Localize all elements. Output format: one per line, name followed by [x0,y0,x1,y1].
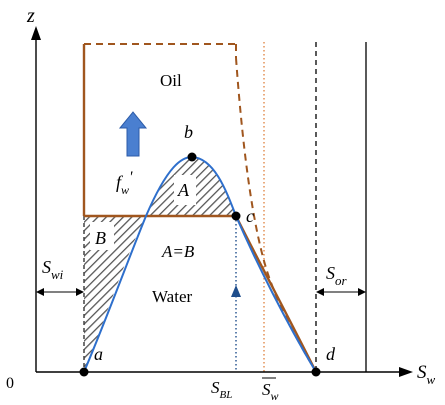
oil-label: Oil [160,71,182,90]
saturation-solid-curve [234,215,318,373]
sw-axis-arrowhead [399,367,413,377]
sor-arrow-right [358,288,366,296]
swi-arrow-right [76,288,84,296]
flow-up-arrow [118,111,148,157]
equal-areas-label: A=B [161,242,195,261]
z-axis-arrowhead [31,26,41,40]
sbl-label: SBL [211,378,232,401]
point-c [231,211,241,221]
origin-label: 0 [6,375,14,392]
label-a-box [174,175,196,205]
point-d-label: d [326,344,336,364]
sw-axis-label: Sw [417,362,436,387]
area-b-hatch [84,216,146,372]
area-a-label: A [177,180,190,200]
sbl-arrow [231,285,241,297]
point-a-label: a [94,344,103,364]
point-b [187,152,197,162]
area-b-label: B [95,228,106,248]
fw-prime-label: fw' [116,169,133,197]
swi-label: Swi [42,257,64,282]
sor-label: Sor [326,263,348,288]
point-a [79,367,89,377]
label-b-box [90,222,114,250]
water-label: Water [152,287,192,306]
sw-average-label: Sw [262,380,279,403]
point-b-label: b [184,122,193,142]
swi-arrow-left [36,288,44,296]
z-axis-label: z [26,5,35,27]
point-d [311,367,321,377]
point-c-label: c [246,206,254,226]
sor-arrow-left [316,288,324,296]
